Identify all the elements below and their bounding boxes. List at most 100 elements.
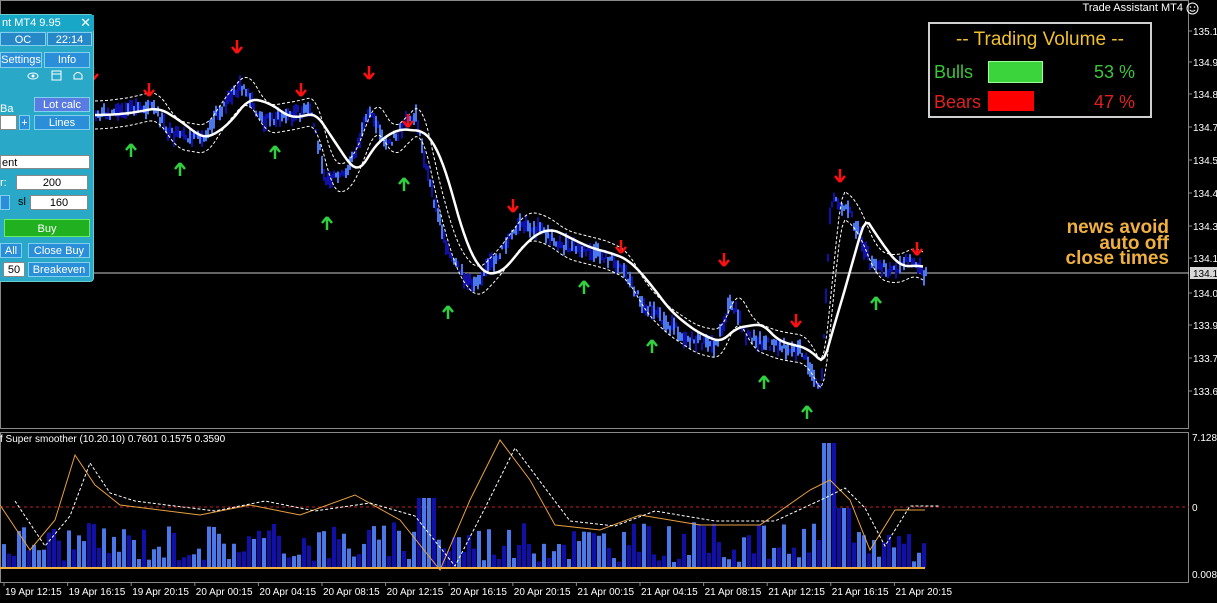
price-candles [95, 75, 927, 389]
histogram-bar [782, 524, 786, 568]
candle [219, 105, 221, 121]
lot-plus-button[interactable]: + [19, 115, 30, 130]
histogram-bar [732, 549, 736, 568]
histogram-bar [597, 535, 601, 568]
candle [729, 294, 731, 310]
candle [309, 103, 311, 117]
candle [493, 256, 495, 272]
settings-button[interactable]: Settings [0, 52, 42, 68]
histogram-bar [457, 537, 461, 568]
histogram-bar [262, 538, 266, 568]
time-tick-label: 21 Apr 08:15 [705, 587, 762, 598]
candle [829, 207, 831, 225]
sl-input[interactable]: 160 [30, 195, 88, 210]
histogram-bar [792, 547, 796, 568]
lines-button[interactable]: Lines [34, 115, 90, 130]
candle [455, 257, 457, 267]
bell-icon[interactable] [73, 72, 83, 80]
panel-title-bar[interactable]: nt MT4 9.95 ✕ [0, 15, 94, 31]
price-tick-label: 134.7 [1193, 123, 1217, 134]
candle [537, 217, 539, 232]
candle [607, 256, 609, 269]
sell-arrow-icon [790, 314, 802, 328]
trading-volume-title: -- Trading Volume -- [956, 29, 1124, 50]
candle [737, 309, 739, 326]
mode-button[interactable]: OC [0, 32, 46, 46]
time-tick-label: 20 Apr 00:15 [196, 587, 253, 598]
time-tick-label: 20 Apr 12:15 [387, 587, 444, 598]
candle [307, 101, 309, 114]
candle [453, 258, 455, 265]
histogram-bar [322, 531, 326, 568]
histogram-bar [742, 537, 746, 568]
candle [347, 164, 349, 176]
candle [623, 263, 625, 278]
histogram-bar [867, 553, 871, 568]
histogram-bar [832, 443, 836, 568]
indicator-axis-zero: 0 [1192, 503, 1198, 514]
price-tick-label: 134.9 [1193, 58, 1217, 69]
histogram-bar [547, 557, 551, 568]
histogram-bar [12, 555, 16, 568]
candle [181, 130, 183, 137]
candle [779, 339, 781, 351]
candle [881, 263, 883, 277]
candle [187, 138, 189, 143]
histogram-bar [417, 498, 421, 568]
histogram-bar [87, 523, 91, 568]
lot-calc-button[interactable]: Lot calc [34, 97, 90, 112]
candle [237, 81, 239, 98]
candle [591, 249, 593, 261]
breakeven-input[interactable]: 50 [3, 262, 25, 277]
breakeven-button[interactable]: Breakeven [28, 262, 90, 277]
candle [795, 345, 797, 361]
candle [577, 241, 579, 253]
histogram-bar [342, 533, 346, 568]
candle [503, 242, 505, 249]
histogram-bar [422, 498, 426, 568]
candle [801, 352, 803, 358]
candle [377, 120, 379, 128]
candle [507, 233, 509, 249]
candle [409, 115, 411, 122]
buy-button[interactable]: Buy [4, 219, 90, 237]
candle [813, 369, 815, 387]
histogram-bar [562, 544, 566, 568]
sl-toggle[interactable] [0, 195, 10, 210]
bears-percent: 47 % [1094, 92, 1136, 112]
close-buy-button[interactable]: Close Buy [28, 243, 90, 258]
histogram-bar [272, 523, 276, 568]
candle [511, 229, 513, 240]
candle [415, 104, 417, 122]
calendar-icon[interactable] [51, 70, 62, 81]
candle [135, 98, 137, 116]
candle [523, 221, 525, 234]
info-button[interactable]: Info [44, 52, 90, 68]
histogram-bar [242, 551, 246, 568]
candle [207, 127, 209, 139]
candle [421, 138, 423, 154]
candle [191, 132, 193, 147]
candle [275, 112, 277, 128]
candle [235, 89, 237, 98]
candle [917, 262, 919, 274]
histogram-bar [557, 544, 561, 568]
close-all-button[interactable]: All [0, 243, 22, 258]
candle [711, 334, 713, 353]
lot-input[interactable] [0, 115, 17, 130]
candle [797, 340, 799, 356]
eye-icon[interactable] [27, 72, 39, 80]
price-tick-label: 133.7 [1193, 354, 1217, 365]
panel-title: nt MT4 9.95 [2, 17, 61, 29]
tp-input[interactable]: 200 [16, 175, 88, 190]
comment-field[interactable]: ent [0, 155, 90, 169]
histogram-bar [162, 557, 166, 568]
candle [875, 258, 877, 273]
candle [517, 218, 519, 235]
close-icon[interactable]: ✕ [80, 15, 91, 30]
candle [673, 317, 675, 335]
buy-arrow-icon [801, 405, 813, 419]
candle [615, 260, 617, 274]
histogram-bar [182, 557, 186, 568]
